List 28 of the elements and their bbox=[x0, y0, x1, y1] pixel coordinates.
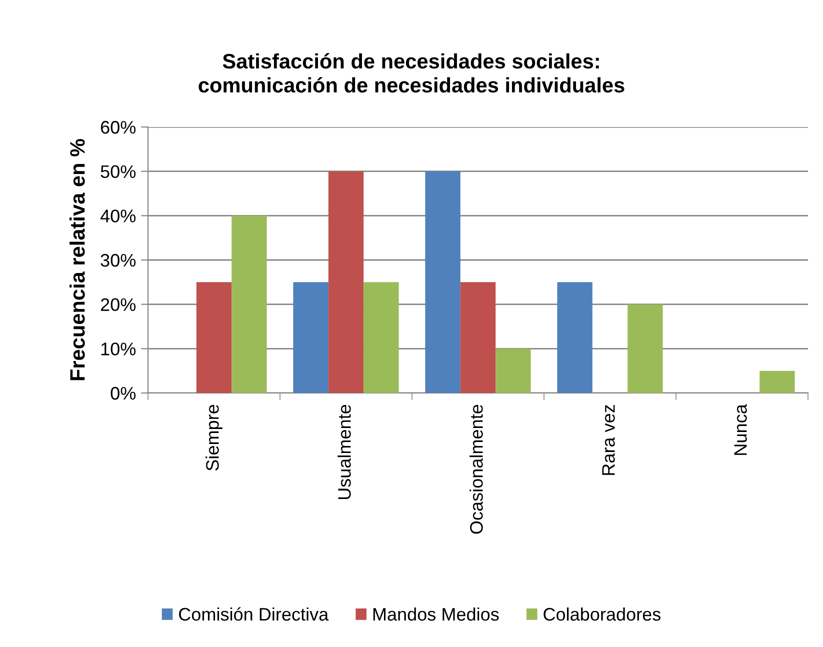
x-tick-label: Rara vez bbox=[602, 405, 615, 475]
y-tick-label: 20% bbox=[100, 298, 136, 312]
bar bbox=[328, 171, 364, 393]
bar bbox=[557, 282, 592, 393]
y-tick-label: 60% bbox=[100, 120, 136, 134]
y-tick-label: 0% bbox=[110, 386, 136, 400]
bar bbox=[760, 370, 795, 393]
bar bbox=[196, 282, 232, 393]
x-tick-label: Nunca bbox=[734, 404, 747, 455]
y-tick-label: 10% bbox=[101, 342, 136, 356]
bar bbox=[293, 282, 328, 393]
y-tick-label: 50% bbox=[100, 165, 136, 178]
bar bbox=[460, 282, 496, 393]
x-tick-label: Usualmente bbox=[338, 404, 351, 500]
bar bbox=[628, 304, 663, 393]
x-tick-label: Siempre bbox=[206, 404, 222, 471]
chart-title: Satisfacción de necesidades sociales: comunicación de necesidades individuales bbox=[198, 53, 624, 93]
y-tick-label: 30% bbox=[100, 254, 136, 267]
y-axis-title: Frecuencia relativa en % bbox=[70, 138, 85, 380]
y-tick-label: 40% bbox=[100, 210, 136, 222]
bar bbox=[232, 216, 267, 393]
bar bbox=[425, 171, 460, 393]
legend-label: Colaboradores bbox=[544, 607, 660, 621]
x-tick-label: Ocasionalmente bbox=[470, 404, 483, 534]
legend-label: Mandos Medios bbox=[373, 607, 499, 621]
legend-label: Comisión Directiva bbox=[179, 607, 329, 621]
bar bbox=[496, 348, 531, 393]
bar bbox=[364, 282, 399, 393]
